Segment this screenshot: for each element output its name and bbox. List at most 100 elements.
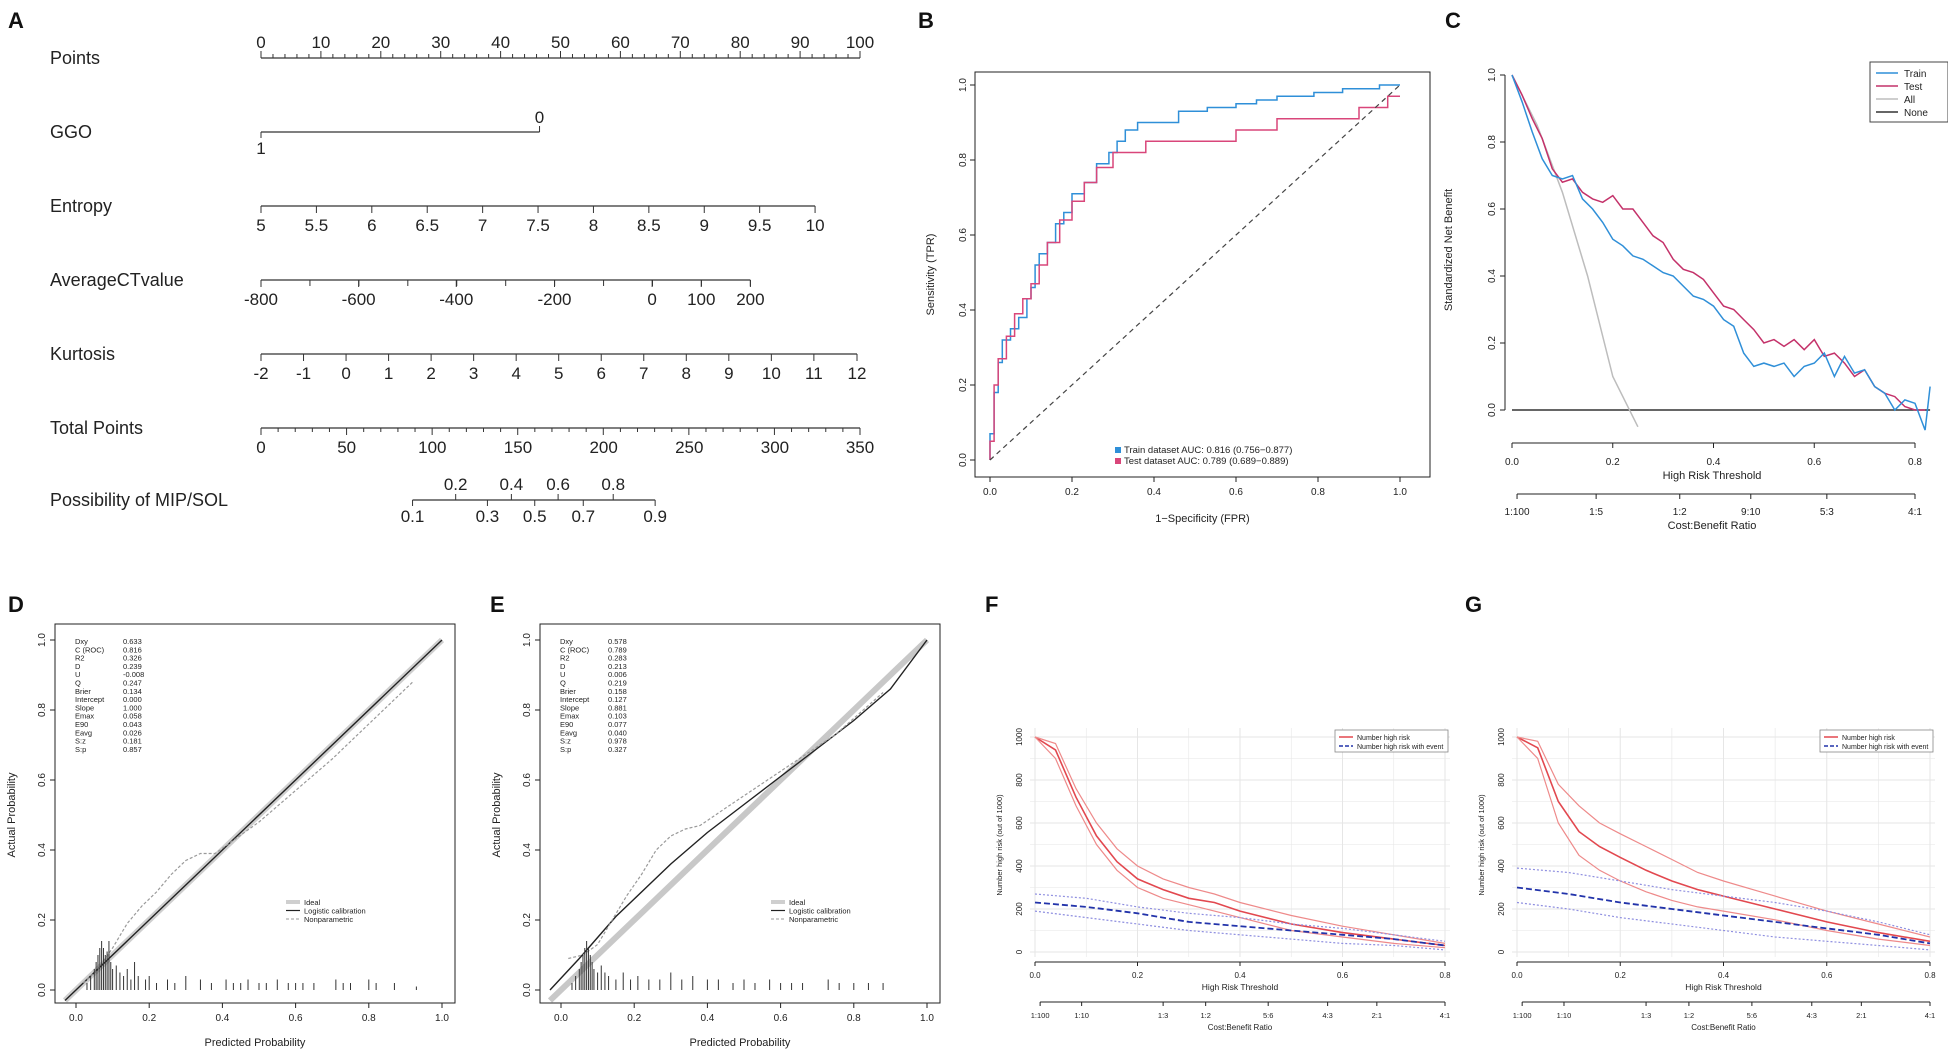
tick-label: 80 bbox=[731, 33, 750, 52]
number-high-risk-curve bbox=[1034, 736, 1446, 944]
x-tick-label: 0.0 bbox=[983, 487, 997, 498]
panel-letter-e: E bbox=[490, 592, 505, 617]
stat-value: 0.127 bbox=[608, 695, 627, 704]
legend-label: Number high risk bbox=[1842, 735, 1895, 742]
x-tick-label: 0.4 bbox=[1707, 457, 1721, 468]
stat-name: Brier bbox=[75, 687, 91, 696]
stat-name: Intercept bbox=[75, 695, 105, 704]
tick-label: 100 bbox=[846, 33, 874, 52]
reference-line bbox=[989, 84, 1401, 461]
x-tick-label: 0.2 bbox=[627, 1013, 641, 1024]
nomogram-row: AverageCTvalue -800 -600 -400 -200 0 100 200 bbox=[50, 270, 765, 309]
x-tick-label: 0.0 bbox=[554, 1013, 568, 1024]
tick-label: 0 bbox=[256, 438, 265, 457]
stat-value: 0.058 bbox=[123, 712, 142, 721]
tick-label: 0.6 bbox=[546, 475, 570, 494]
ratio-tick-label: 4:1 bbox=[1440, 1011, 1450, 1020]
y-axis-title: Actual Probability bbox=[6, 772, 18, 857]
net-benefit-curve-test bbox=[1511, 74, 1926, 411]
y-axis-title: Number high risk (out of 1000) bbox=[1477, 794, 1486, 896]
stat-name: Emax bbox=[560, 712, 579, 721]
tick-label: 10 bbox=[311, 33, 330, 52]
tick-label: 30 bbox=[431, 33, 450, 52]
y-tick-label: 0 bbox=[1015, 949, 1024, 954]
logistic-calibration-line bbox=[64, 639, 443, 1002]
tick-label: -1 bbox=[296, 364, 311, 383]
tick-label: 200 bbox=[736, 290, 764, 309]
tick-label: 250 bbox=[675, 438, 703, 457]
tick-label: -2 bbox=[253, 364, 268, 383]
stat-name: Emax bbox=[75, 712, 94, 721]
panel-g-clinical-impact-test: 0 200 400 600 800 1000 0.0 0.2 0.4 0.6 0.8 High Ris… bbox=[1477, 728, 1936, 1032]
tick-label: 50 bbox=[551, 33, 570, 52]
ratio-tick-label: 4:1 bbox=[1908, 507, 1922, 518]
ratio-tick-label: 1:10 bbox=[1074, 1011, 1089, 1020]
ratio-tick-label: 2:1 bbox=[1372, 1011, 1382, 1020]
stat-value: 0.857 bbox=[123, 745, 142, 754]
stat-name: E90 bbox=[75, 720, 88, 729]
ratio-tick-label: 5:6 bbox=[1747, 1011, 1757, 1020]
y-tick-label: 800 bbox=[1497, 773, 1506, 787]
stat-name: U bbox=[560, 670, 565, 679]
y-tick-label: 1000 bbox=[1497, 728, 1506, 746]
tick-label: 0 bbox=[647, 290, 656, 309]
stat-value: 0.239 bbox=[123, 662, 142, 671]
x-tick-label: 0.8 bbox=[1439, 971, 1451, 980]
y-tick-label: 0.8 bbox=[958, 153, 969, 167]
number-high-risk-curve bbox=[1516, 736, 1931, 943]
tick-label: 6 bbox=[596, 364, 605, 383]
stat-value: 0.000 bbox=[123, 695, 142, 704]
stat-name: Q bbox=[560, 679, 566, 688]
legend-label: Number high risk bbox=[1357, 735, 1410, 742]
x-tick-label: 0.0 bbox=[69, 1013, 83, 1024]
legend-label: Nonparametric bbox=[789, 915, 838, 924]
tick-label: 20 bbox=[371, 33, 390, 52]
panel-e-calibration-test: 0.0 0.0 0.2 0.2 0.4 0.4 0.6 0.6 0.8 0.8 1.0 1.0 Pred… bbox=[491, 623, 941, 1049]
x-tick-label: 0.4 bbox=[1234, 971, 1246, 980]
ratio-tick-label: 5:3 bbox=[1820, 507, 1834, 518]
nomogram-row: GGO 0 1 bbox=[50, 108, 544, 158]
stat-name: U bbox=[75, 670, 80, 679]
ratio-tick-label: 9:10 bbox=[1741, 507, 1761, 518]
x-tick-label: 0.2 bbox=[1065, 487, 1079, 498]
y-tick-label: 0.6 bbox=[1487, 202, 1498, 216]
panel-letters: A B C D E F G bbox=[8, 8, 1482, 617]
tick-label: 10 bbox=[762, 364, 781, 383]
stat-value: 0.326 bbox=[123, 654, 142, 663]
y-tick-label: 0.4 bbox=[522, 843, 533, 857]
tick-label: 9 bbox=[724, 364, 733, 383]
stat-value: 0.247 bbox=[123, 679, 142, 688]
y-tick-label: 0.6 bbox=[522, 773, 533, 787]
number-high-risk-with-event-curve bbox=[1516, 886, 1931, 945]
x-tick-label: 0.6 bbox=[1229, 487, 1243, 498]
stat-value: 0.789 bbox=[608, 645, 627, 654]
tick-label: 1 bbox=[256, 139, 265, 158]
tick-label: 300 bbox=[761, 438, 789, 457]
ratio-tick-label: 1:3 bbox=[1641, 1011, 1651, 1020]
x-tick-label: 0.8 bbox=[847, 1013, 861, 1024]
stat-name: R2 bbox=[560, 654, 570, 663]
stat-name: C (ROC) bbox=[560, 645, 590, 654]
tick-label: 8 bbox=[682, 364, 691, 383]
plot-frame bbox=[539, 623, 941, 1004]
ratio-tick-label: 1:2 bbox=[1200, 1011, 1210, 1020]
x-tick-label: 0.8 bbox=[1924, 971, 1936, 980]
x-tick-label: 0.4 bbox=[700, 1013, 714, 1024]
stat-value: 0.978 bbox=[608, 737, 627, 746]
tick-label: 4 bbox=[511, 364, 520, 383]
ratio-tick-label: 1:3 bbox=[1158, 1011, 1168, 1020]
stat-name: S:p bbox=[75, 745, 86, 754]
tick-label: 6 bbox=[367, 216, 376, 235]
stat-value: 0.026 bbox=[123, 728, 142, 737]
stat-value: 0.327 bbox=[608, 745, 627, 754]
y-tick-label: 0.2 bbox=[1487, 336, 1498, 350]
stat-name: E90 bbox=[560, 720, 573, 729]
legend-label: Test dataset AUC: 0.789 (0.689−0.889) bbox=[1124, 456, 1289, 467]
y-tick-label: 200 bbox=[1497, 902, 1506, 916]
y-tick-label: 1.0 bbox=[1487, 68, 1498, 82]
ratio-tick-label: 4:3 bbox=[1807, 1011, 1817, 1020]
tick-label: 2 bbox=[426, 364, 435, 383]
number-high-risk-with-event-curve bbox=[1034, 910, 1446, 951]
